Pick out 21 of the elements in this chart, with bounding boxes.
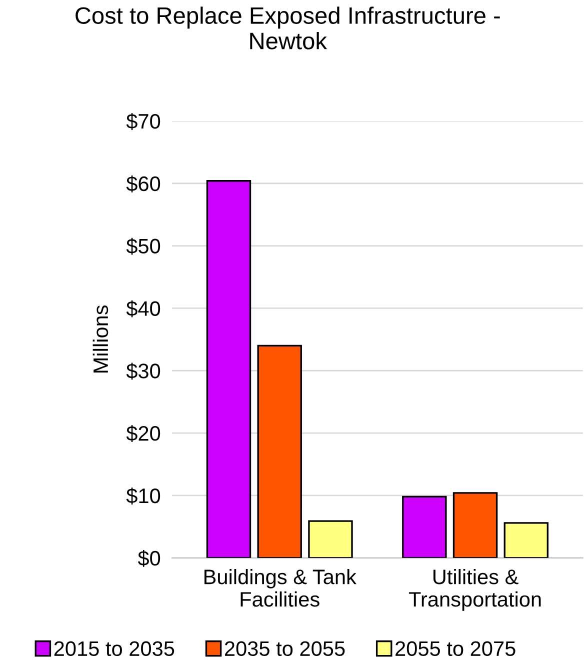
bar bbox=[206, 180, 252, 558]
y-tick-label: $10 bbox=[126, 488, 160, 504]
legend-label: 2035 to 2055 bbox=[224, 641, 345, 656]
bar bbox=[452, 492, 498, 558]
y-tick-label: $50 bbox=[126, 238, 160, 255]
y-tick-label: $40 bbox=[126, 300, 160, 318]
y-tick-label: $20 bbox=[126, 425, 160, 442]
y-tick-label: $70 bbox=[126, 113, 160, 130]
bar bbox=[402, 496, 447, 558]
y-tick-label: $60 bbox=[126, 176, 160, 192]
bar bbox=[257, 344, 302, 558]
y-tick-label: $30 bbox=[126, 362, 160, 380]
y-axis-title: Millions bbox=[92, 305, 108, 372]
legend-label: 2015 to 2035 bbox=[54, 641, 174, 656]
x-tick-label: Utilities & Transportation bbox=[408, 568, 541, 611]
x-tick-label: Buildings & Tank Facilities bbox=[204, 568, 356, 607]
legend-label: 2055 to 2075 bbox=[396, 641, 516, 656]
bar bbox=[504, 522, 549, 558]
chart-title: Cost to Replace Exposed Infrastructure - Newtok bbox=[76, 6, 500, 50]
bar bbox=[308, 520, 353, 558]
y-tick-label: $0 bbox=[138, 550, 160, 567]
